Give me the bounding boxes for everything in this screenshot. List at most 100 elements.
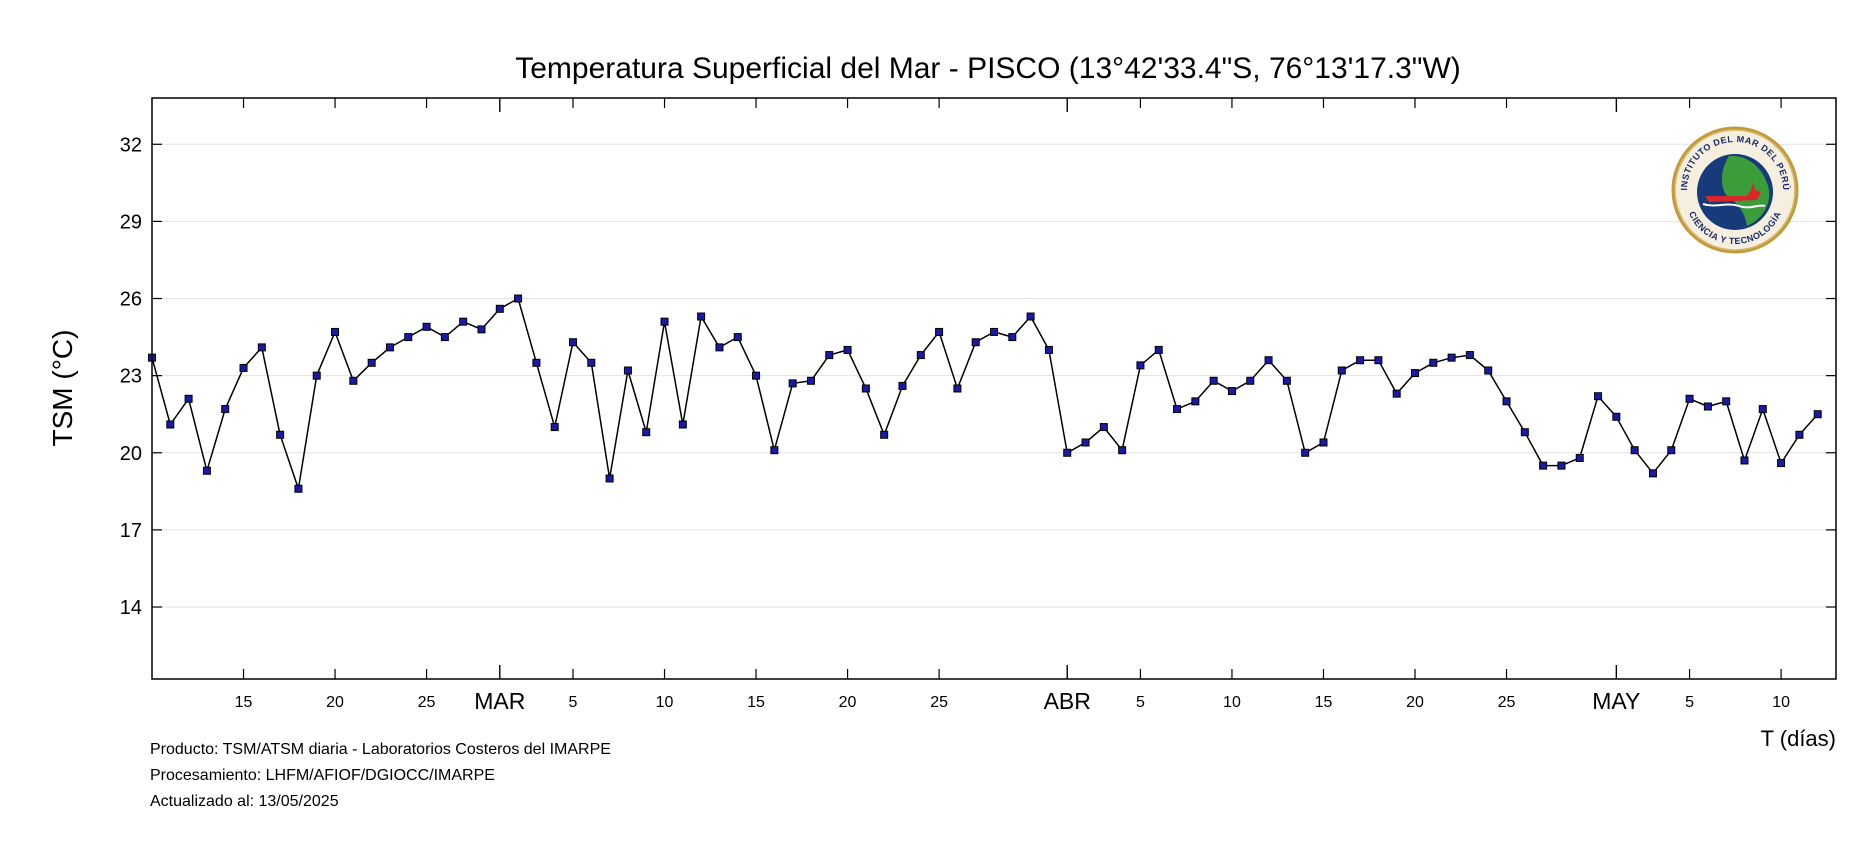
data-point [477,325,486,334]
data-point [459,317,468,326]
x-tick-label: 5 [569,694,578,711]
data-point [1630,446,1639,455]
data-point [1044,345,1053,354]
y-tick-label: 32 [120,134,142,156]
data-point [1777,459,1786,468]
data-point [331,327,340,336]
data-point [1227,387,1236,396]
data-point [971,338,980,347]
data-point [843,345,852,354]
data-point [1081,438,1090,447]
data-point [422,322,431,331]
footer-updated: Actualizado al: 13/05/2025 [150,793,339,810]
x-tick-label: 10 [656,694,674,711]
data-point [935,327,944,336]
data-point [1099,423,1108,432]
x-tick-label: 10 [1223,694,1241,711]
data-point [806,376,815,385]
data-point [715,343,724,352]
data-point [1502,397,1511,406]
logo-waves [1702,203,1766,209]
data-point [678,420,687,429]
data-point [825,351,834,360]
data-point [569,338,577,347]
data-point [1594,392,1603,401]
data-point [1411,369,1419,378]
data-point [184,394,193,403]
logo-ship [1705,182,1761,202]
x-month-label: MAR [474,688,525,714]
data-point [239,363,248,372]
x-tick-label: 25 [1498,694,1516,711]
data-point [1173,405,1182,414]
data-point [532,358,541,367]
data-point [1758,405,1767,414]
data-point [990,327,998,336]
data-point [1484,366,1493,375]
x-tick-label: 20 [1406,694,1424,711]
data-point [898,381,907,390]
data-point [404,333,413,342]
data-point [1703,402,1712,411]
data-point [1539,461,1548,470]
data-markers [148,294,1822,493]
data-point [1008,333,1017,342]
x-tick-label: 10 [1772,694,1790,711]
data-point [880,430,889,439]
x-tick-label: 15 [747,694,765,711]
data-point [733,333,742,342]
x-axis-ticks: 15 20 25 5 10 15 20 25 5 10 15 20 25 5 10 MAR ABR MAY [235,98,1790,714]
data-point [1465,351,1474,360]
data-point [221,405,230,414]
x-tick-label: 5 [1136,694,1145,711]
data-point [1520,428,1529,437]
x-tick-label: 5 [1685,694,1694,711]
data-point [202,466,211,475]
data-point [166,420,175,429]
data-point [1026,312,1035,321]
data-point [861,384,870,393]
x-tick-label: 25 [930,694,948,711]
data-point [1612,412,1621,421]
data-point [1374,356,1383,365]
data-point [953,384,962,393]
y-tick-label: 20 [120,443,142,465]
plot-frame [151,97,1837,680]
series-line-group [151,297,1819,490]
imarpe-logo: INSTITUTO DEL MAR DEL PERÚ CIENCIA Y TEC… [1671,126,1799,254]
data-point [1118,446,1127,455]
x-tick-label: 15 [235,694,253,711]
x-axis-label: T (días) [1761,726,1836,751]
data-point [440,333,449,342]
data-point [550,423,559,432]
data-point [788,379,797,388]
data-point [1557,461,1566,470]
data-point [1447,353,1456,362]
y-tick-label: 29 [120,211,142,233]
data-point [1740,456,1749,465]
data-point [312,371,321,380]
data-point [697,312,706,321]
data-point [1282,376,1291,385]
y-axis-label: TSM (°C) [47,330,78,447]
x-month-label: MAY [1592,688,1640,714]
series-line [151,297,1819,490]
data-point [349,376,358,385]
data-point [1154,345,1163,354]
x-tick-label: 25 [418,694,436,711]
data-point [1356,356,1365,365]
data-point [1575,453,1584,462]
data-point [752,371,761,380]
data-point [1722,397,1731,406]
y-axis-ticks: 14 17 20 23 26 29 32 [120,134,1836,619]
footer-processing: Procesamiento: LHFM/AFIOF/DGIOCC/IMARPE [150,767,495,784]
data-point [294,484,303,493]
data-point [770,446,779,455]
data-point [587,358,596,367]
x-tick-label: 20 [326,694,344,711]
data-point [642,428,651,437]
x-month-label: ABR [1044,688,1091,714]
data-point [1667,446,1676,455]
data-point [257,343,266,352]
